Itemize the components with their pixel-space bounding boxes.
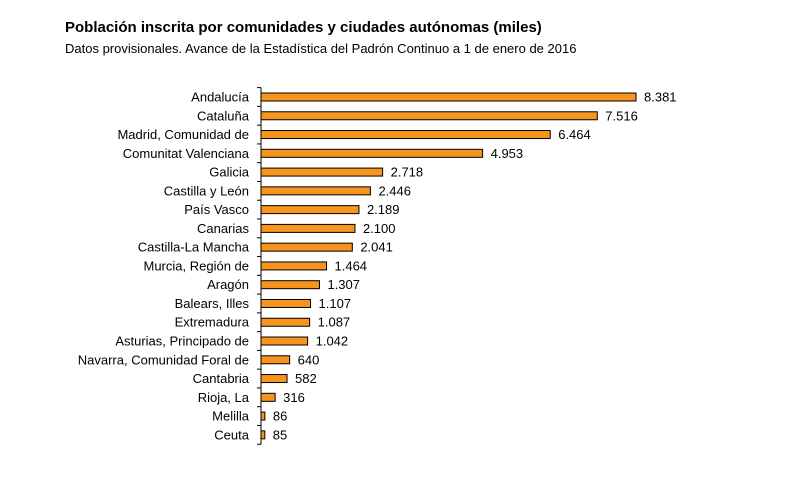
bars-layer	[260, 92, 637, 440]
bar-7	[260, 223, 356, 233]
chart-title: Población inscrita por comunidades y ciu…	[65, 19, 542, 36]
category-label-13: Asturias, Principado de	[115, 334, 249, 349]
category-labels-layer: Andalucía Cataluña Madrid, Comunidad de Com…	[78, 90, 250, 443]
category-label-16: Rioja, La	[198, 390, 250, 405]
bar-1	[260, 111, 598, 121]
category-label-12: Extremadura	[175, 315, 250, 330]
category-label-15: Cantabria	[193, 371, 250, 386]
category-label-4: Galicia	[209, 165, 250, 180]
bar-17	[260, 411, 266, 421]
value-label-7: 2.100	[363, 221, 396, 236]
category-label-3: Comunitat Valenciana	[123, 146, 250, 161]
bar-3	[260, 148, 484, 158]
bar-15	[260, 374, 288, 384]
category-label-10: Aragón	[207, 277, 249, 292]
value-label-8: 2.041	[360, 240, 393, 255]
value-label-5: 2.446	[378, 183, 411, 198]
bar-18	[260, 430, 266, 440]
chart-subtitle: Datos provisionales. Avance de la Estadí…	[65, 41, 577, 56]
value-label-18: 85	[273, 427, 287, 442]
bar-6	[260, 205, 360, 215]
bar-0	[260, 92, 637, 102]
value-label-10: 1.307	[327, 277, 360, 292]
bar-11	[260, 298, 312, 308]
value-label-1: 7.516	[605, 108, 638, 123]
bar-10	[260, 280, 320, 290]
bar-5	[260, 186, 371, 196]
axis-layer	[257, 87, 262, 445]
value-label-9: 1.464	[335, 258, 368, 273]
category-label-14: Navarra, Comunidad Foral de	[78, 352, 249, 367]
category-label-0: Andalucía	[191, 90, 250, 105]
value-label-13: 1.042	[316, 334, 349, 349]
category-label-5: Castilla y León	[164, 183, 249, 198]
category-label-8: Castilla-La Mancha	[138, 240, 250, 255]
value-label-4: 2.718	[391, 165, 424, 180]
value-label-6: 2.189	[367, 202, 400, 217]
value-label-14: 640	[298, 352, 320, 367]
value-labels-layer: 8.381 7.516 6.464 4.953 2.718 2.446 2.189 2.100…	[273, 90, 677, 443]
bar-13	[260, 336, 309, 346]
value-label-17: 86	[273, 409, 287, 424]
category-label-2: Madrid, Comunidad de	[117, 127, 249, 142]
category-label-17: Melilla	[212, 409, 250, 424]
category-label-11: Balears, Illes	[175, 296, 250, 311]
category-label-6: País Vasco	[184, 202, 249, 217]
bar-14	[260, 355, 291, 365]
bar-4	[260, 167, 384, 177]
bar-12	[260, 317, 311, 327]
category-label-7: Canarias	[197, 221, 250, 236]
bar-9	[260, 261, 328, 271]
category-label-9: Murcia, Región de	[144, 258, 250, 273]
value-label-0: 8.381	[644, 90, 677, 105]
bar-16	[260, 392, 276, 402]
value-label-12: 1.087	[318, 315, 351, 330]
value-label-3: 4.953	[491, 146, 524, 161]
value-label-11: 1.107	[319, 296, 352, 311]
bar-2	[260, 130, 551, 140]
category-label-1: Cataluña	[197, 108, 250, 123]
value-label-2: 6.464	[558, 127, 591, 142]
value-label-15: 582	[295, 371, 317, 386]
bar-8	[260, 242, 353, 252]
category-label-18: Ceuta	[214, 427, 249, 442]
value-label-16: 316	[283, 390, 305, 405]
